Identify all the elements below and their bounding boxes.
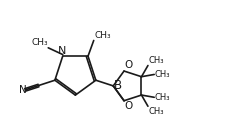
Text: CH₃: CH₃ — [155, 70, 170, 79]
Text: CH₃: CH₃ — [148, 107, 164, 116]
Text: O: O — [125, 101, 133, 111]
Text: CH₃: CH₃ — [155, 93, 170, 102]
Text: CH₃: CH₃ — [31, 39, 48, 48]
Text: N: N — [58, 46, 67, 56]
Text: N: N — [20, 85, 27, 95]
Text: CH₃: CH₃ — [94, 31, 111, 40]
Text: B: B — [114, 79, 122, 92]
Text: CH₃: CH₃ — [148, 56, 164, 65]
Text: O: O — [125, 61, 133, 70]
